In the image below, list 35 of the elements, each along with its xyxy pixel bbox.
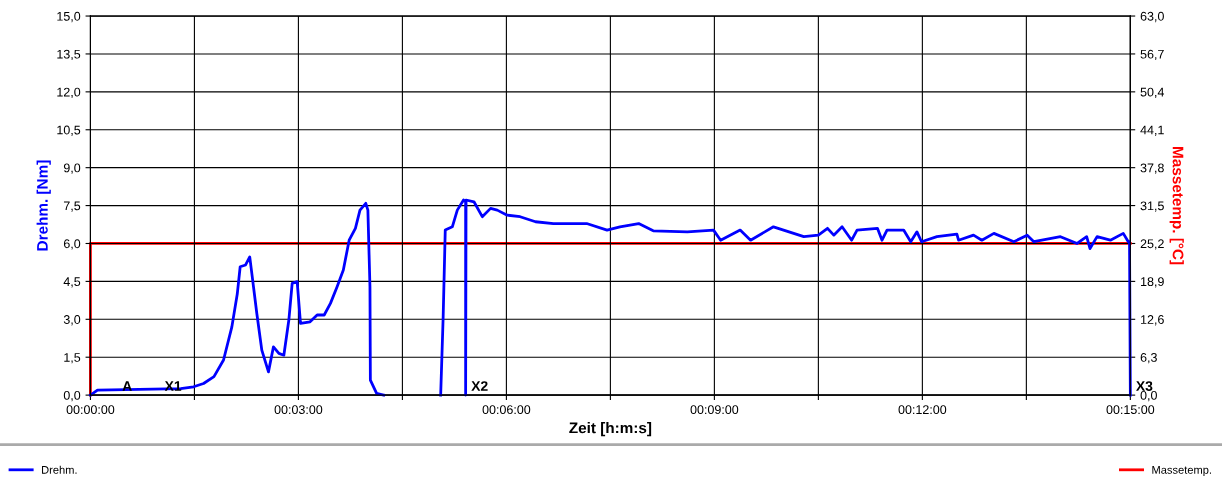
y2-tick-label: 63,0 <box>1140 11 1164 23</box>
x-axis-title: Zeit [h:m:s] <box>569 422 652 437</box>
y2-tick-label: 18,9 <box>1141 277 1164 288</box>
y2-tick-label: 37,8 <box>1140 163 1164 174</box>
x-tick-label: 00:00:00 <box>66 405 115 415</box>
x-tick-label: 00:15:00 <box>1106 405 1155 415</box>
y-axis-title: Drehm. [Nm] <box>36 160 51 251</box>
y-tick-label: 15,0 <box>57 11 81 23</box>
y2-tick-label: 0,0 <box>1140 390 1157 402</box>
y2-tick-label: 6,3 <box>1140 353 1157 364</box>
y2-tick-label: 12,6 <box>1141 315 1164 326</box>
annotation: X2 <box>471 381 488 391</box>
y-tick-label: 0,0 <box>63 390 81 402</box>
y2-axis-title: Massetemp. [°C] <box>1169 147 1184 265</box>
y-tick-label: 1,5 <box>64 353 81 364</box>
y-tick-label: 9,0 <box>63 163 81 174</box>
y2-tick-label: 56,7 <box>1140 49 1164 61</box>
legend-label: Massetemp. <box>1152 466 1211 476</box>
y-tick-label: 10,5 <box>57 125 81 136</box>
y-tick-label: 6,0 <box>63 239 81 250</box>
y2-tick-label: 44,1 <box>1140 125 1164 136</box>
x-tick-label: 00:09:00 <box>690 405 739 415</box>
y-tick-label: 4,5 <box>63 277 81 288</box>
y2-tick-label: 50,4 <box>1140 87 1165 98</box>
x-tick-label: 00:12:00 <box>898 405 947 415</box>
y-tick-label: 12,0 <box>57 87 81 98</box>
annotation: X3 <box>1136 381 1153 391</box>
y2-tick-label: 31,5 <box>1140 201 1164 212</box>
x-tick-label: 00:06:00 <box>482 405 531 415</box>
y2-tick-label: 25,2 <box>1140 239 1164 250</box>
x-tick-label: 00:03:00 <box>274 405 323 415</box>
y-tick-label: 3,0 <box>63 315 81 326</box>
y-tick-label: 7,5 <box>63 201 81 212</box>
y-tick-label: 13,5 <box>57 49 81 61</box>
legend-label: Drehm. <box>42 465 77 474</box>
